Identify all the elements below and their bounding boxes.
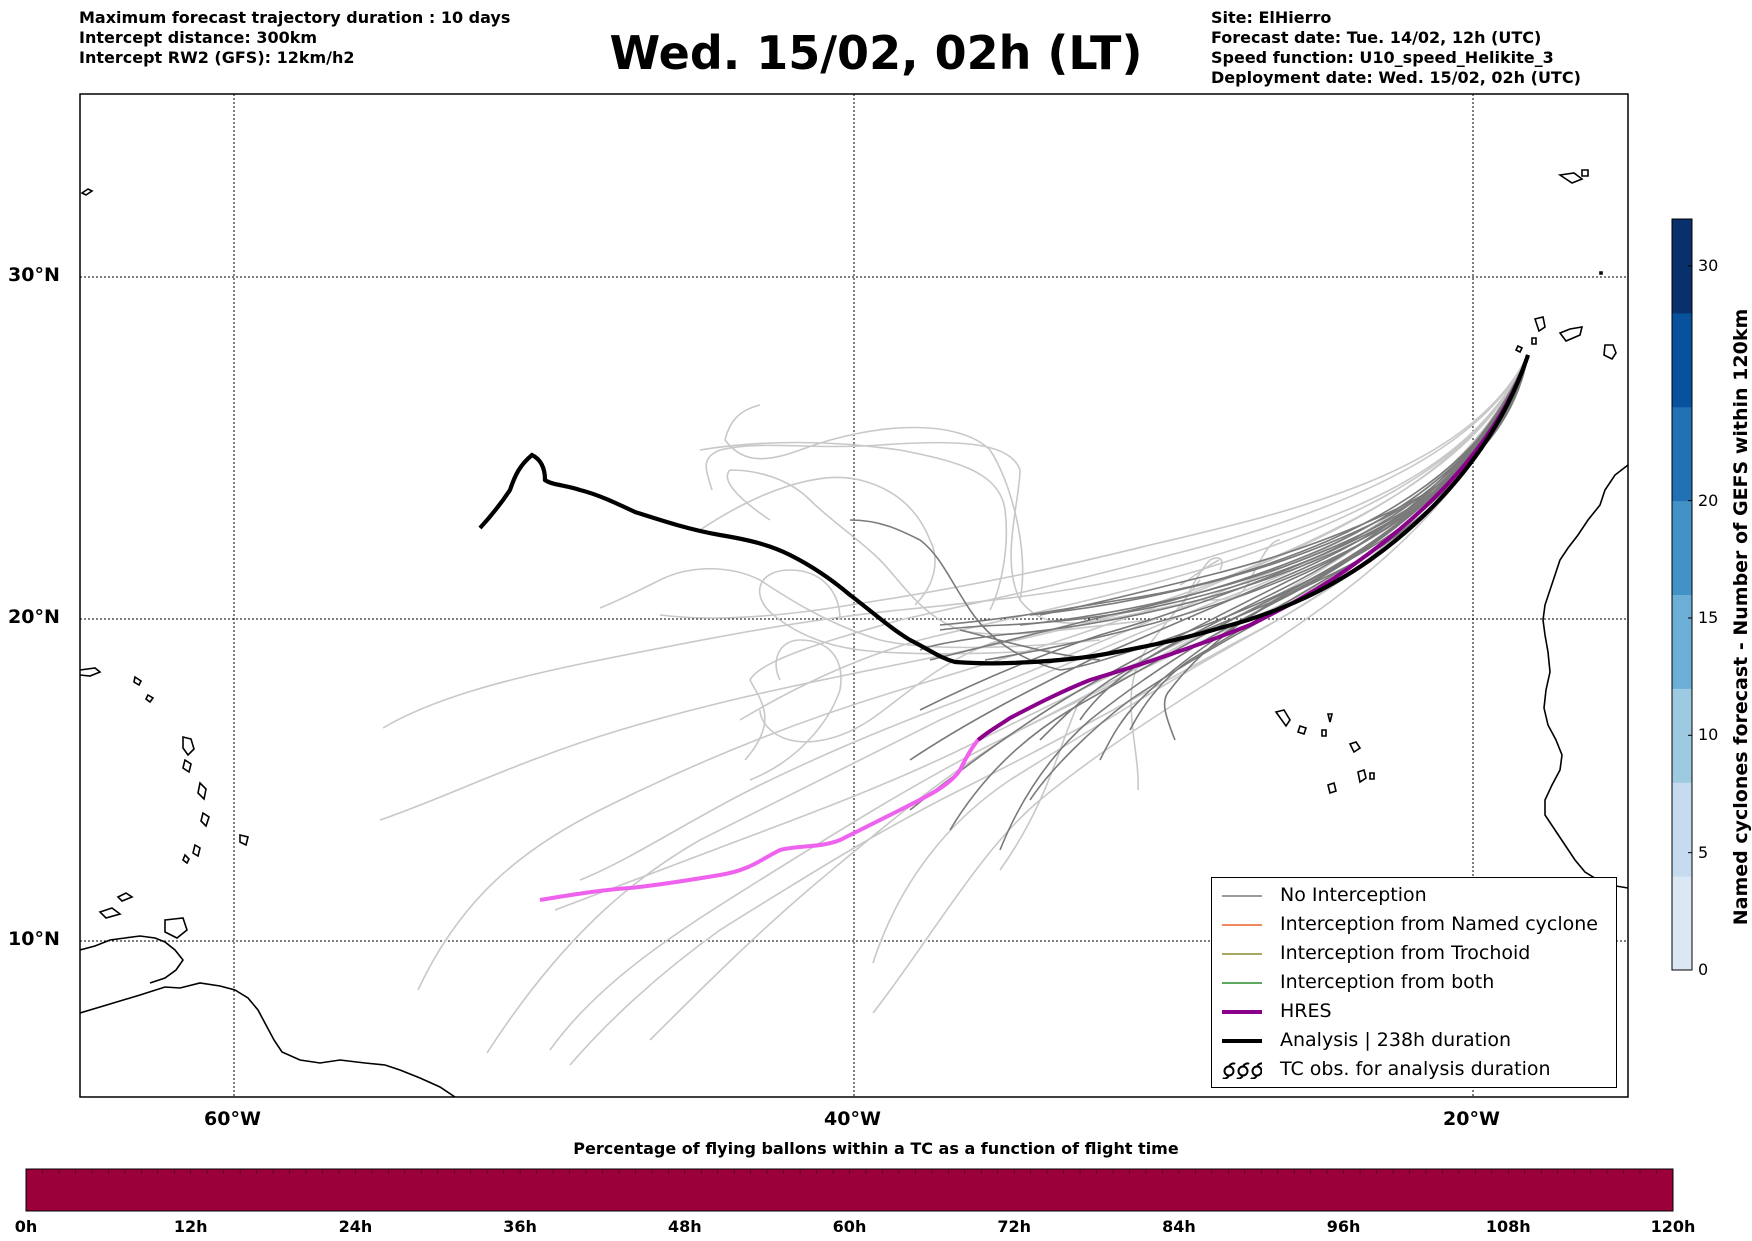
coastline-bermuda: [80, 188, 94, 196]
trajectory: [849, 519, 1061, 671]
legend-label: HRES: [1280, 1000, 1332, 1022]
bottom-colorbar-tick-label: 24h: [338, 1217, 373, 1236]
bottom-colorbar-tick-label: 72h: [997, 1217, 1032, 1236]
legend-label: Interception from both: [1280, 971, 1495, 993]
bottom-colorbar: [25, 1168, 1674, 1212]
colorbar-segment: [1672, 688, 1692, 783]
coastline-canary-islands: [1514, 316, 1617, 361]
trajectory: [724, 404, 1024, 601]
trajectory: [1199, 539, 1281, 601]
hres-trajectory-dark: [976, 354, 1530, 742]
legend-label: TC obs. for analysis duration: [1280, 1058, 1551, 1080]
legend-label: Interception from Trochoid: [1280, 942, 1531, 964]
colorbar-segment: [1672, 594, 1692, 689]
colorbar-tick-label: 5: [1698, 842, 1709, 862]
trajectory: [1039, 354, 1529, 741]
bottom-colorbar-tick-label: 120h: [1650, 1217, 1696, 1236]
legend-label: Analysis | 238h duration: [1280, 1029, 1512, 1051]
lat-label-20: 20°N: [8, 606, 60, 628]
header-left: Maximum forecast trajectory duration : 1…: [79, 8, 510, 68]
coastline-venezuela: [80, 935, 184, 984]
coastline-africa: [1542, 464, 1628, 889]
trajectory: [1179, 559, 1220, 586]
header-right-line: Forecast date: Tue. 14/02, 12h (UTC): [1211, 28, 1542, 47]
trajectory: [382, 354, 1529, 729]
lat-label-10: 10°N: [8, 928, 60, 950]
trajectory: [739, 354, 1529, 721]
bottom-colorbar-tick-label: 12h: [173, 1217, 208, 1236]
cyclone-symbols-icon: [1222, 1062, 1262, 1079]
trajectory: [872, 354, 1529, 964]
trajectory: [699, 441, 1008, 611]
trajectory: [599, 568, 1101, 649]
colorbar-tick-label: 30: [1698, 255, 1719, 275]
colorbar-tick-label: 20: [1698, 490, 1719, 510]
ensemble-trajectories-no-interception: [849, 354, 1529, 851]
trajectory: [569, 354, 1529, 1066]
lon-label-40: 40°W: [824, 1108, 881, 1130]
coastlines: [80, 169, 1628, 1097]
trajectory: [744, 354, 1529, 761]
right-colorbar-label: Named cyclones forecast - Number of GEFS…: [1730, 308, 1752, 926]
trajectory: [659, 354, 1529, 619]
trajectory: [909, 354, 1529, 761]
header-right-line: Speed function: U10_speed_Helikite_3: [1211, 48, 1554, 67]
header-left-line: Intercept distance: 300km: [79, 28, 318, 47]
trajectory: [1029, 354, 1529, 801]
coastline-madeira: [1557, 169, 1603, 275]
trajectory: [1179, 557, 1223, 611]
colorbar-segment: [1672, 782, 1692, 877]
bottom-colorbar-tick-label: 36h: [503, 1217, 537, 1236]
right-colorbar: [1671, 218, 1693, 971]
colorbar-tick-label: 15: [1698, 607, 1719, 627]
trajectory: [984, 354, 1529, 661]
colorbar-segment: [1672, 500, 1692, 595]
map-frame: [79, 93, 1629, 1098]
coastline-south-america: [80, 982, 456, 1097]
trajectory: [929, 354, 1529, 661]
colorbar-segment: [1672, 406, 1692, 502]
header-right: Site: ElHierro Forecast date: Tue. 14/02…: [1211, 8, 1581, 88]
coastline-cape-verde: [1274, 709, 1375, 795]
analysis-trajectory: [478, 354, 1530, 666]
colorbar-frame: [1671, 218, 1693, 971]
trajectory: [759, 639, 1001, 743]
colorbar-segment: [1672, 312, 1692, 408]
lat-label-30: 30°N: [8, 264, 60, 286]
lon-label-20: 20°W: [1443, 1108, 1500, 1130]
bottom-colorbar-tick-label: 96h: [1326, 1217, 1361, 1236]
bottom-colorbar-tick-label: 0h: [14, 1217, 38, 1236]
coastline-antilles: [98, 675, 249, 919]
header-right-line: Deployment date: Wed. 15/02, 02h (UTC): [1211, 68, 1581, 87]
legend-label: Interception from Named cyclone: [1280, 913, 1598, 935]
trajectory: [726, 469, 1151, 635]
bottom-colorbar-tick-label: 84h: [1162, 1217, 1196, 1236]
legend: No Interception Interception from Named …: [1211, 877, 1617, 1088]
hres-trajectory-light: [539, 738, 980, 902]
colorbar-tick-label: 0: [1698, 960, 1709, 979]
trajectory: [872, 354, 1529, 1014]
colorbar-segment: [1672, 219, 1692, 314]
header-left-line: Intercept RW2 (GFS): 12km/h2: [79, 48, 355, 67]
bottom-colorbar-title: Percentage of flying ballons within a TC…: [573, 1139, 1179, 1158]
lon-label-60: 60°W: [204, 1108, 261, 1130]
page-title: Wed. 15/02, 02h (LT): [609, 26, 1143, 80]
coastline-puerto-rico: [80, 667, 102, 677]
colorbar-tick-label: 10: [1698, 725, 1719, 745]
bottom-colorbar-tick-label: 60h: [832, 1217, 867, 1236]
bottom-colorbar-tick-label: 108h: [1485, 1217, 1531, 1236]
coastline-trinidad: [164, 917, 188, 939]
bottom-colorbar-tick-label: 48h: [667, 1217, 702, 1236]
trajectory: [705, 441, 1201, 624]
trajectory: [699, 476, 936, 606]
trajectory: [749, 639, 842, 781]
header-left-line: Maximum forecast trajectory duration : 1…: [79, 8, 511, 27]
trajectory: [939, 354, 1529, 626]
colorbar-segment: [1672, 876, 1692, 971]
legend-label: No Interception: [1280, 884, 1427, 906]
header-right-line: Site: ElHierro: [1211, 8, 1332, 27]
bottom-colorbar-fill: [25, 1168, 1674, 1212]
